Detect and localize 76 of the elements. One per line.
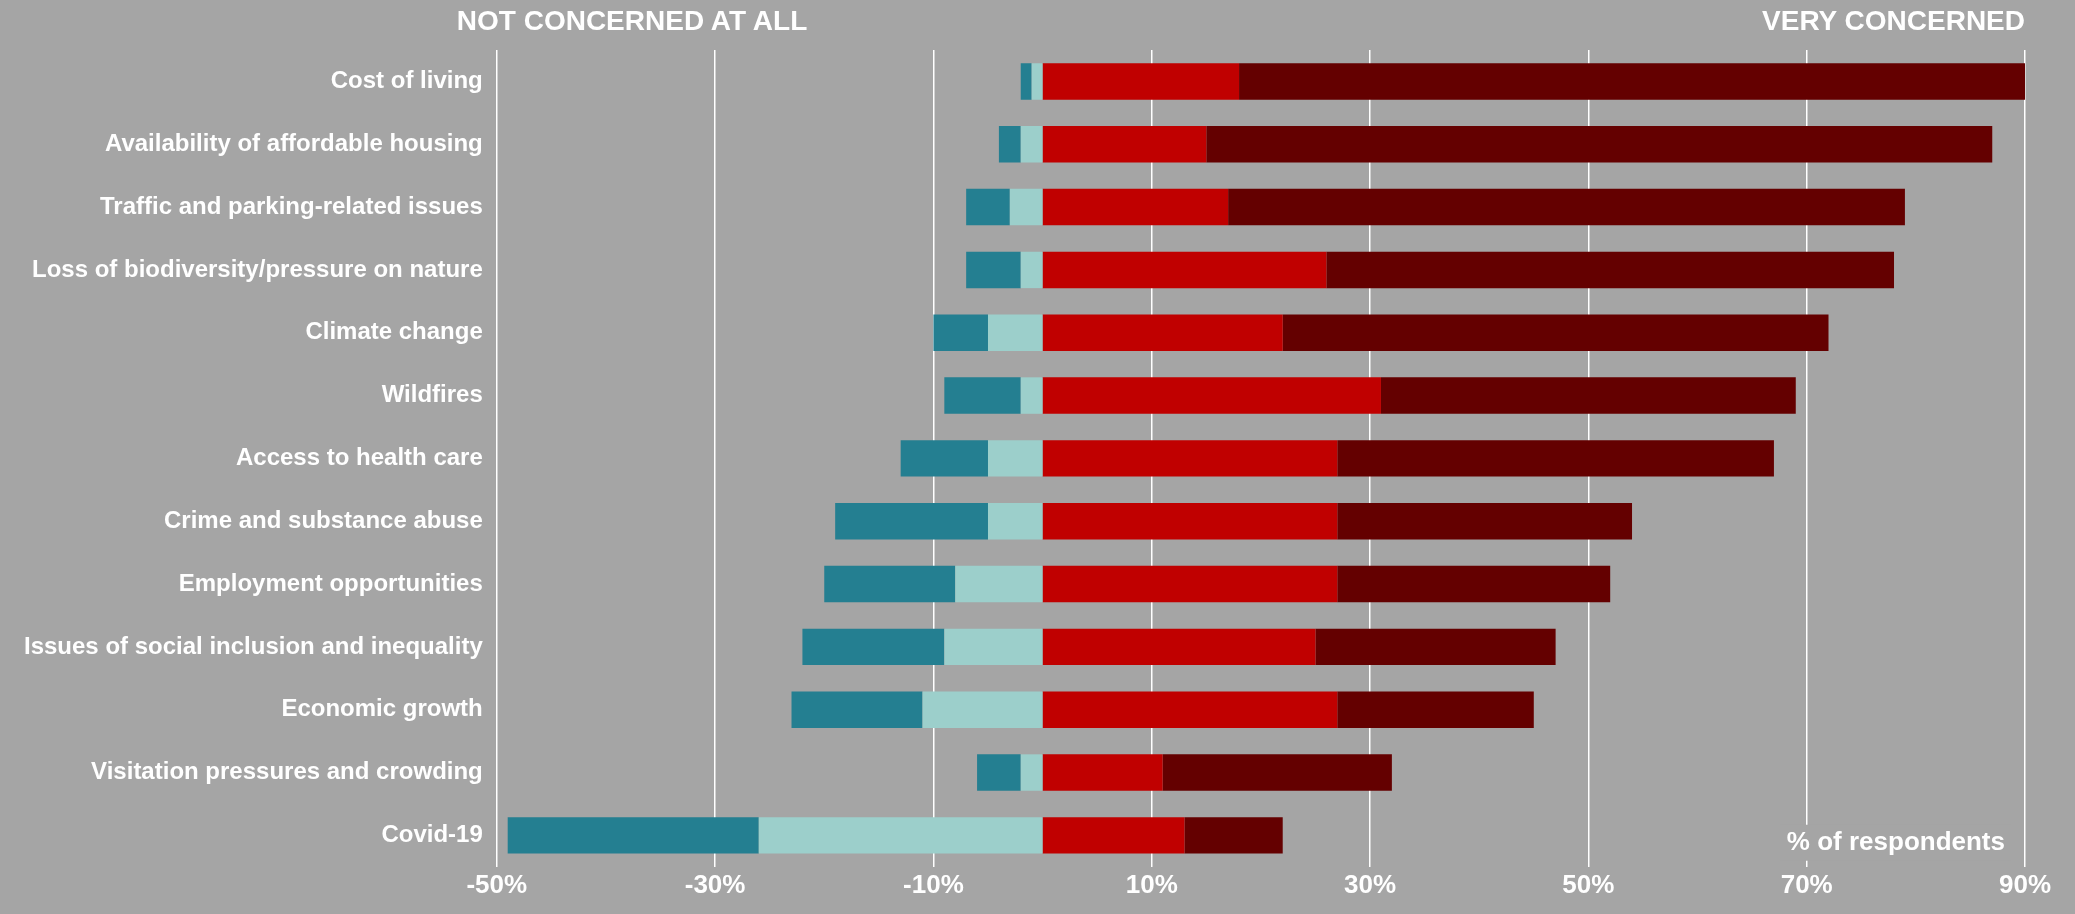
bar <box>944 377 1021 414</box>
bar <box>802 628 945 666</box>
y-tick-label: Employment opportunities <box>178 568 483 596</box>
bar <box>1042 691 1338 728</box>
x-tick-label: 30% <box>1344 868 1397 899</box>
bar <box>998 126 1021 163</box>
bar <box>1162 754 1392 791</box>
bar <box>1042 754 1163 791</box>
x-axis-title: % of respondents <box>1786 825 2005 856</box>
y-tick-label: Covid-19 <box>381 820 483 848</box>
bar <box>1042 817 1185 854</box>
bar <box>835 503 988 540</box>
y-tick-label: Access to health care <box>235 443 483 471</box>
bar <box>987 314 1043 351</box>
y-tick-label: Climate change <box>305 317 483 345</box>
x-tick-label: -30% <box>684 868 746 899</box>
bar <box>758 817 1043 854</box>
bar <box>507 817 759 854</box>
bar <box>1020 377 1043 414</box>
bar <box>1042 440 1338 477</box>
bar <box>1020 251 1043 289</box>
x-tick-label: -50% <box>466 868 528 899</box>
y-tick-label: Availability of affordable housing <box>104 128 483 156</box>
y-tick-label: Issues of social inclusion and inequality <box>24 631 484 659</box>
bar <box>944 628 1043 666</box>
bar <box>1009 188 1043 226</box>
bar <box>966 251 1021 289</box>
bar <box>1326 251 1895 289</box>
bar <box>1042 126 1207 163</box>
bar <box>1020 63 1032 100</box>
y-tick-label: Traffic and parking-related issues <box>99 191 483 219</box>
bar <box>1042 63 1240 100</box>
bar <box>1282 314 1829 351</box>
bar <box>1337 503 1633 540</box>
bar <box>955 565 1043 603</box>
bar <box>1042 377 1381 414</box>
x-tick-label: 70% <box>1780 868 1833 899</box>
bar <box>1042 251 1327 289</box>
bar <box>1228 188 1905 226</box>
bar <box>1184 817 1283 854</box>
bar <box>1239 63 2025 100</box>
y-tick-label: Visitation pressures and crowding <box>91 757 483 785</box>
bar <box>1337 440 1774 477</box>
text: VERY CONCERNED <box>1762 4 2025 36</box>
bar <box>1337 565 1611 603</box>
bar <box>1315 628 1556 666</box>
bar <box>933 314 988 351</box>
bar <box>1380 377 1796 414</box>
x-tick-label: 10% <box>1125 868 1178 899</box>
bar <box>1042 628 1316 666</box>
bar <box>1042 565 1338 603</box>
y-tick-label: Crime and substance abuse <box>164 505 483 533</box>
bar <box>900 440 988 477</box>
bar <box>922 691 1043 728</box>
bar <box>977 754 1021 791</box>
bar <box>1042 188 1229 226</box>
bar <box>824 565 956 603</box>
bar <box>987 440 1043 477</box>
x-tick-label: -10% <box>903 868 964 899</box>
bar <box>1042 314 1283 351</box>
bar <box>966 188 1010 226</box>
y-tick-label: Economic growth <box>281 694 483 722</box>
x-tick-label: 50% <box>1562 868 1615 899</box>
bar <box>1031 63 1043 100</box>
bar <box>791 691 923 728</box>
bar <box>987 503 1043 540</box>
bar <box>1206 126 1993 163</box>
x-tick-label: 90% <box>1998 868 2052 899</box>
text: NOT CONCERNED AT ALL <box>456 4 808 36</box>
y-tick-label: Wildfires <box>381 380 483 408</box>
bar <box>1042 503 1338 540</box>
y-tick-label: Loss of biodiversity/pressure on nature <box>32 254 483 282</box>
bar <box>1020 126 1043 163</box>
bar <box>1020 754 1043 791</box>
bar <box>1337 691 1534 728</box>
y-tick-label: Cost of living <box>330 66 483 94</box>
